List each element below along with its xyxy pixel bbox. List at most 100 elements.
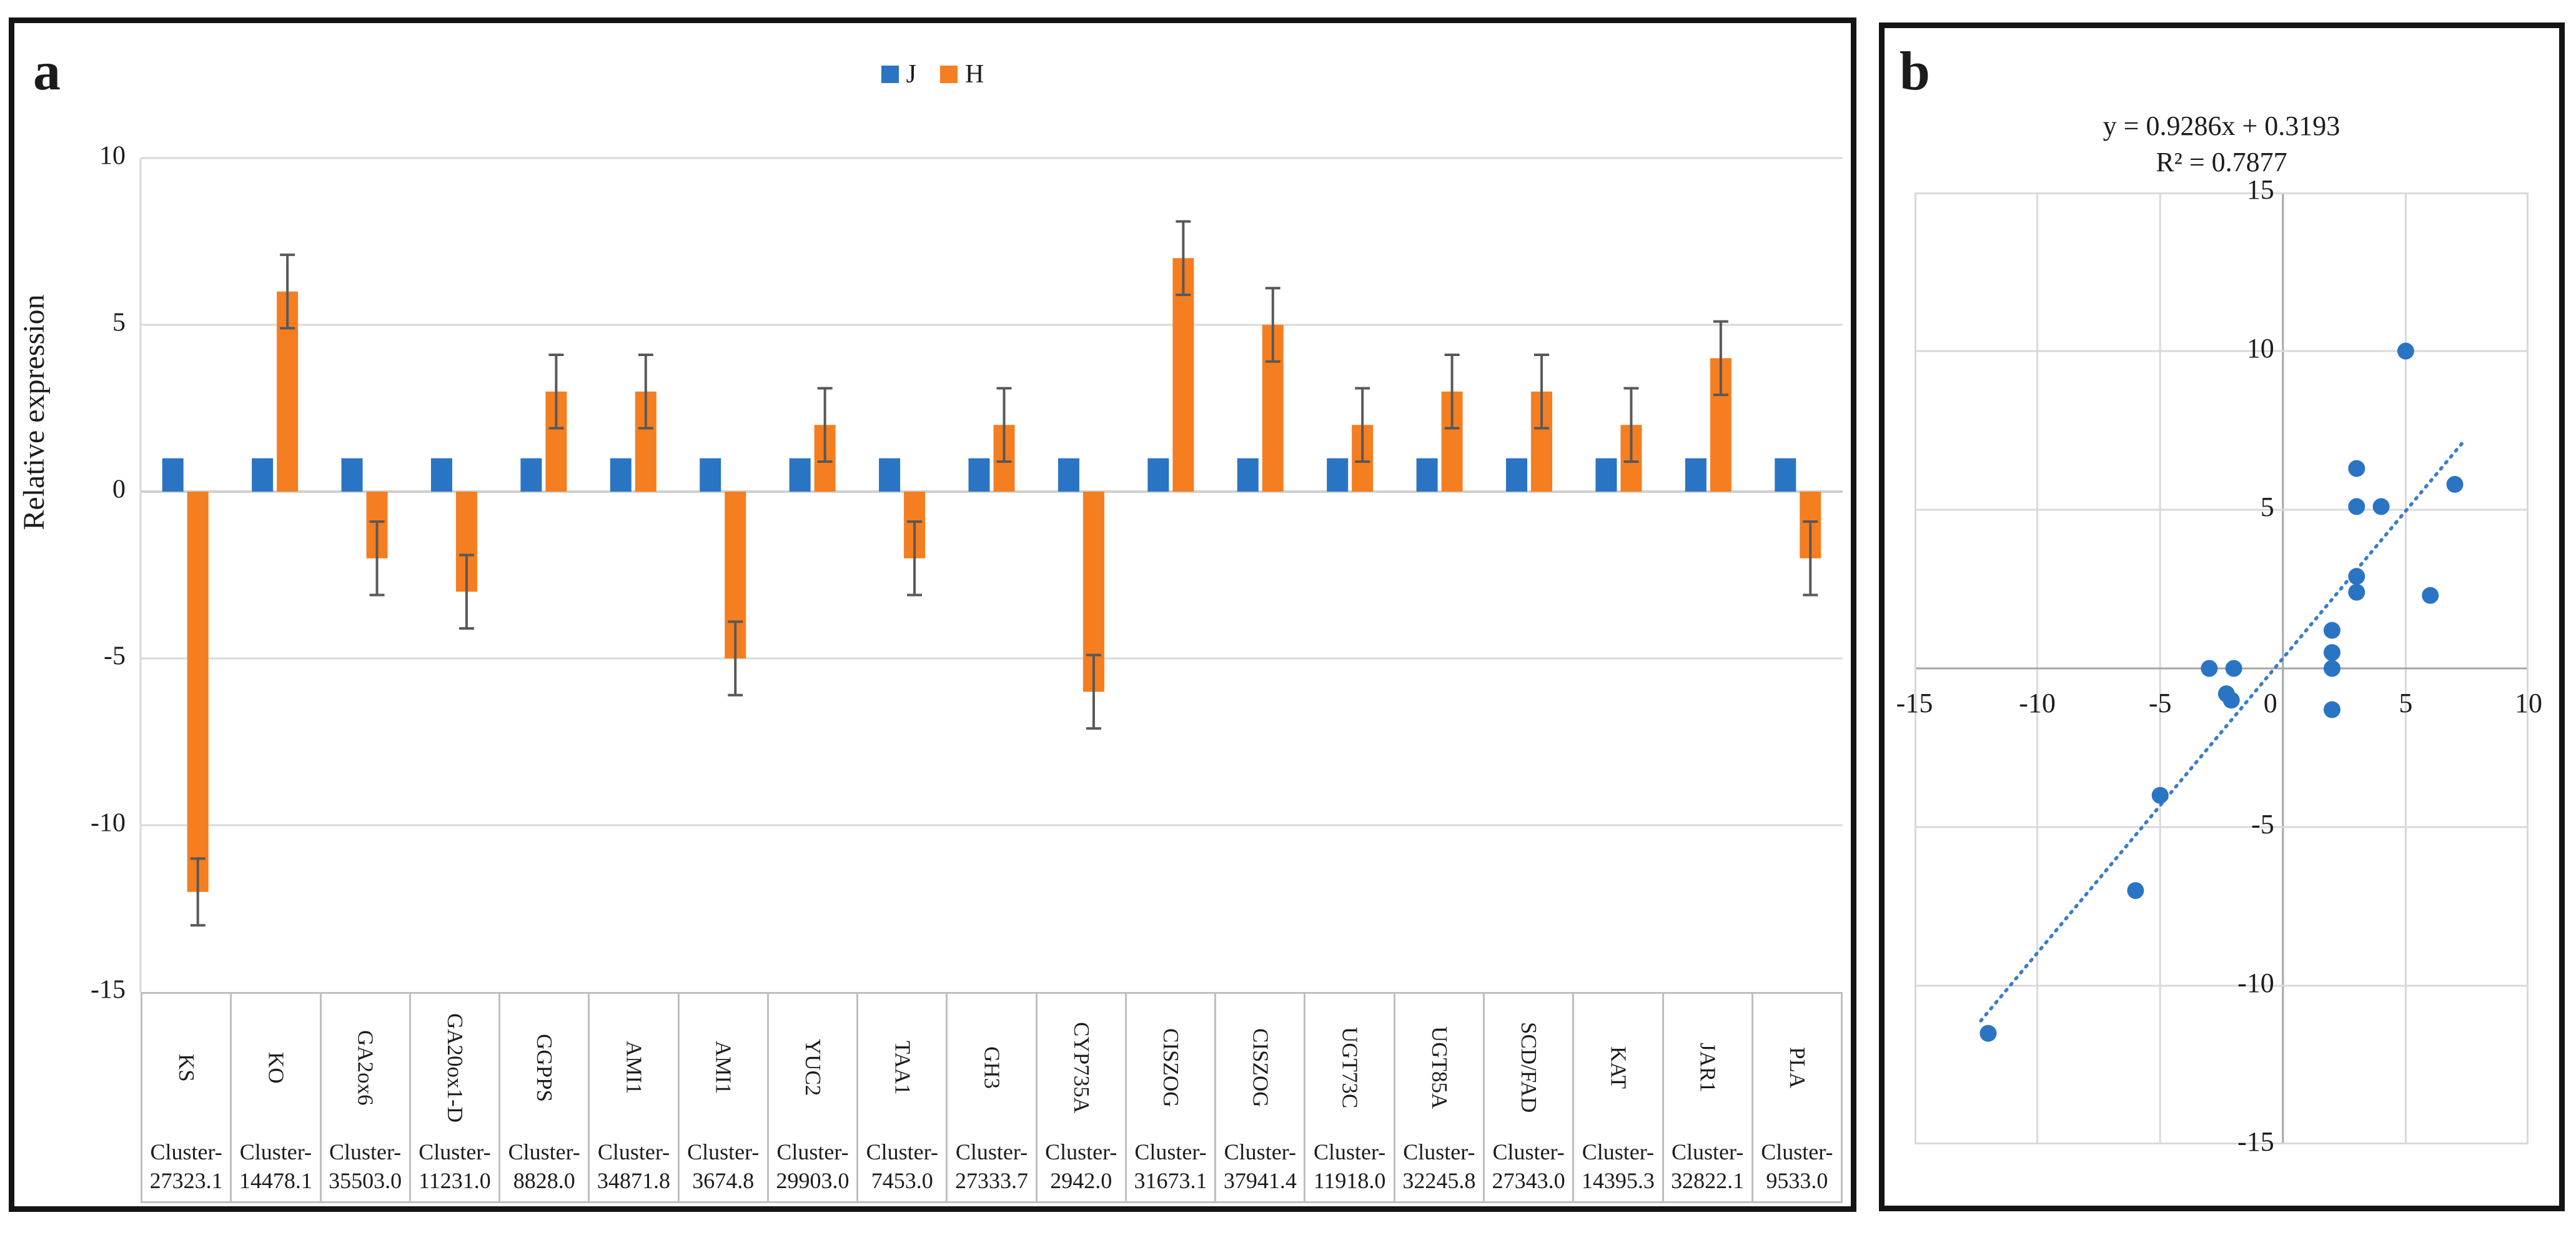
category-table: KS Cluster- 27323.1 KO Cluster- 14478.1 GA2ox6… — [141, 992, 1843, 1203]
bar-J — [789, 458, 811, 492]
gene-name: CISZOG — [1159, 1028, 1184, 1108]
x-tick-label: 5 — [2399, 688, 2412, 718]
bar-H — [187, 492, 209, 892]
category-cell: SCD/FAD Cluster- 27343.0 — [1485, 994, 1575, 1201]
regression-equation: y = 0.9286x + 0.3193 — [2103, 111, 2341, 141]
scatter-point — [2372, 498, 2390, 515]
y-tick-label: -15 — [91, 976, 126, 1004]
gene-name: GH3 — [979, 1046, 1004, 1089]
gene-name: UGT73C — [1337, 1026, 1362, 1109]
category-cell: TAA1 Cluster- 7453.0 — [858, 994, 948, 1201]
cluster-id: Cluster- 11231.0 — [419, 1139, 491, 1193]
x-tick-label: 10 — [2515, 688, 2542, 718]
category-cell: CISZOG Cluster- 37941.4 — [1216, 994, 1306, 1201]
category-cell: AMI1 Cluster- 34871.8 — [590, 994, 680, 1201]
gene-name: AMI1 — [711, 1041, 736, 1094]
cluster-id: Cluster- 31673.1 — [1134, 1139, 1207, 1193]
scatter-point — [2348, 583, 2365, 601]
y-tick-label: -10 — [91, 809, 126, 838]
cluster-id: Cluster- 37941.4 — [1223, 1139, 1297, 1193]
cluster-id: Cluster- 32822.1 — [1671, 1139, 1745, 1193]
bar-J — [1416, 458, 1438, 492]
legend-swatch — [940, 66, 958, 83]
scatter-point — [1979, 1024, 1997, 1042]
bar-J — [1058, 458, 1079, 492]
cluster-id: Cluster- 2942.0 — [1045, 1139, 1117, 1193]
y-tick-label: 10 — [99, 142, 126, 171]
category-cell: UGT85A Cluster- 32245.8 — [1395, 994, 1485, 1201]
bar-J — [1237, 458, 1259, 492]
bar-H — [1172, 258, 1194, 492]
cluster-id: Cluster- 14395.3 — [1581, 1139, 1655, 1193]
bar-J — [341, 458, 363, 492]
cluster-id: Cluster- 9533.0 — [1761, 1139, 1833, 1193]
bar-J — [430, 458, 452, 492]
gene-name: CISZOG — [1248, 1028, 1273, 1108]
scatter-point — [2348, 460, 2365, 477]
category-cell: PLA Cluster- 9533.0 — [1753, 994, 1841, 1201]
cluster-id: Cluster- 11918.0 — [1313, 1139, 1386, 1193]
gene-name: TAA1 — [890, 1040, 915, 1095]
gene-name: GGPPS — [532, 1033, 557, 1102]
scatter-point — [2348, 498, 2365, 515]
category-cell: CISZOG Cluster- 31673.1 — [1127, 994, 1217, 1201]
scatter-point — [2323, 701, 2341, 718]
regression-r-squared: R² = 0.7877 — [2156, 147, 2287, 177]
bar-J — [700, 458, 721, 492]
bar-J — [520, 458, 542, 492]
bar-J — [879, 458, 901, 492]
scatter-point — [2201, 660, 2218, 677]
scatter-point — [2127, 882, 2144, 900]
category-cell: YUC2 Cluster- 29903.0 — [769, 994, 859, 1201]
category-cell: KS Cluster- 27323.1 — [142, 994, 232, 1201]
bar-J — [1775, 458, 1796, 492]
bar-J — [610, 458, 632, 492]
gene-name: KO — [264, 1051, 289, 1084]
scatter-point — [2397, 342, 2414, 360]
y-tick-label: -5 — [104, 642, 126, 671]
plot-border — [1915, 192, 2529, 1144]
scatter-point — [2151, 786, 2169, 804]
bar-J — [1595, 458, 1617, 492]
panel-b: b y = 0.9286x + 0.3193 R² = 0.7877 -15 -1… — [1879, 22, 2565, 1211]
panel-b-letter: b — [1900, 41, 1930, 102]
category-cell: CYP735A Cluster- 2942.0 — [1038, 994, 1127, 1201]
bar-J — [1685, 458, 1707, 492]
bar-J — [968, 458, 990, 492]
category-cell: KAT Cluster- 14395.3 — [1574, 994, 1664, 1201]
legend-label: J — [906, 60, 916, 89]
y-tick-label: -15 — [2237, 1126, 2274, 1157]
y-tick-label: -10 — [2237, 968, 2274, 998]
legend-item: H — [940, 59, 984, 89]
gene-name: PLA — [1785, 1046, 1810, 1089]
y-tick-label: -5 — [2251, 809, 2274, 840]
y-tick-label: 15 — [2247, 174, 2274, 205]
scatter-point — [2422, 587, 2439, 604]
category-cell: GH3 Cluster- 27333.7 — [948, 994, 1038, 1201]
category-cell: GA20ox1-D Cluster- 11231.0 — [411, 994, 501, 1201]
cluster-id: Cluster- 27323.1 — [149, 1139, 223, 1193]
cluster-id: Cluster- 32245.8 — [1402, 1139, 1476, 1193]
category-cell: KO Cluster- 14478.1 — [232, 994, 322, 1201]
scatter-point — [2348, 568, 2365, 585]
bar-chart: 10 5 0 -5 -10 -15 — [91, 142, 1843, 1004]
gene-name: KS — [174, 1053, 199, 1082]
category-cell: UGT73C Cluster- 11918.0 — [1305, 994, 1395, 1201]
gene-name: GA2ox6 — [353, 1029, 378, 1106]
legend-label: H — [965, 60, 984, 89]
x-tick-label: -15 — [1896, 688, 1933, 718]
legend-item: J — [881, 59, 916, 89]
cluster-id: Cluster- 7453.0 — [866, 1139, 938, 1193]
cluster-id: Cluster- 14478.1 — [239, 1139, 312, 1193]
x-tick-label: -10 — [2019, 688, 2056, 718]
y-tick-label: 5 — [112, 309, 126, 337]
cluster-id: Cluster- 8828.0 — [508, 1139, 580, 1193]
cluster-id: Cluster- 27333.7 — [955, 1139, 1029, 1193]
gene-name: JAR1 — [1695, 1043, 1720, 1093]
panel-a-letter: a — [33, 41, 61, 102]
gene-name: UGT85A — [1427, 1026, 1452, 1109]
scatter-point — [2323, 622, 2341, 639]
